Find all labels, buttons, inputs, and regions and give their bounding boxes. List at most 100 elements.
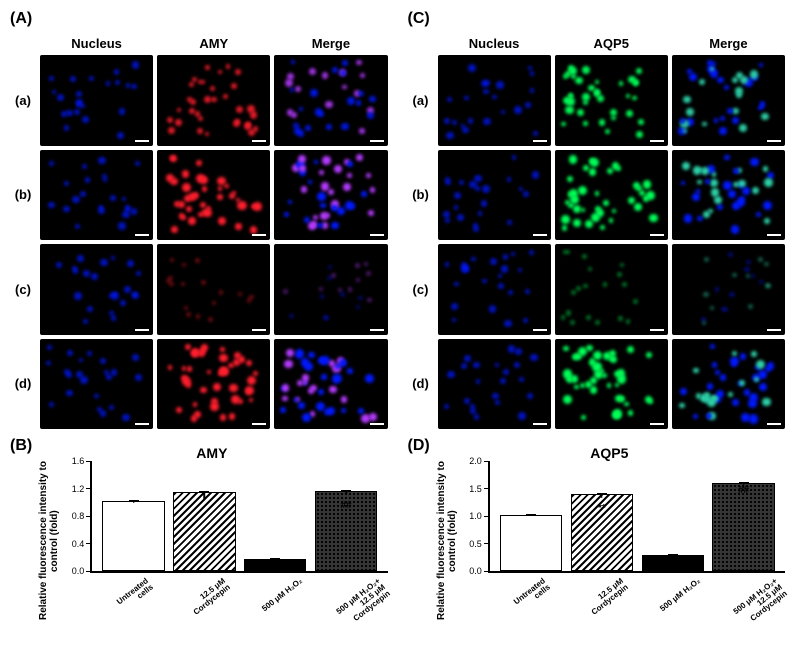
scalebar (370, 234, 384, 236)
error-bar (341, 490, 351, 491)
chart-bars: ** ## (92, 461, 387, 571)
scalebar (135, 423, 149, 425)
significance-marker: ** (598, 503, 606, 514)
error-bar (597, 493, 607, 494)
scalebar (135, 234, 149, 236)
error-bar (199, 491, 209, 492)
chart-body: Relative fluorescence intensity to contr… (36, 461, 387, 621)
microscopy-row-label: (a) (408, 93, 434, 108)
scalebar (767, 234, 781, 236)
chart-ytick: 1.2 (72, 484, 91, 494)
significance-marker: ## (341, 500, 352, 511)
microscopy-row: (d) (10, 339, 388, 430)
microscopy-image (672, 55, 785, 146)
scalebar (533, 423, 547, 425)
scalebar (252, 423, 266, 425)
chart-plot-area: 0.00.51.01.52.0****## (488, 461, 785, 573)
right-column: (C) NucleusAQP5Merge(a)(b)(c)(d) (D) AQP… (408, 10, 786, 621)
chart-bar (712, 483, 774, 571)
chart-ytick: 1.6 (72, 456, 91, 466)
chart-xlabel: 500 μM H₂O₂ (246, 577, 329, 657)
error-bar (739, 482, 749, 483)
chart-bar-group: ** (571, 493, 633, 571)
microscopy-header: Nucleus (438, 36, 551, 51)
microscopy-row: (a) (10, 55, 388, 146)
microscopy-image (438, 244, 551, 335)
microscopy-header: Merge (274, 36, 387, 51)
microscopy-row: (b) (10, 150, 388, 241)
chart-xlabel: 12.5 μMCordycepin (566, 577, 649, 657)
scalebar (767, 423, 781, 425)
chart-bars: ** ** ## (490, 461, 785, 571)
panel-A-label: (A) (10, 10, 388, 28)
scalebar (650, 140, 664, 142)
microscopy-image (157, 55, 270, 146)
microscopy-image (40, 55, 153, 146)
scalebar (370, 329, 384, 331)
chart-xlabel: 500 μM H₂O₂+12.5 μM Cordycepin (721, 577, 795, 657)
microscopy-image (672, 339, 785, 430)
microscopy-row: (c) (408, 244, 786, 335)
chart-xlabels: Untreatedcells12.5 μMCordycepin500 μM H₂… (464, 573, 785, 621)
microscopy-image (555, 244, 668, 335)
microscopy-panel-A: NucleusAMYMerge(a)(b)(c)(d) (10, 36, 388, 429)
microscopy-image (672, 150, 785, 241)
microscopy-row-label: (b) (10, 187, 36, 202)
microscopy-image (438, 150, 551, 241)
error-bar (668, 554, 678, 555)
chart-plot-area: 0.00.40.81.21.6**## (90, 461, 387, 573)
scalebar (533, 234, 547, 236)
chart-bar (173, 492, 235, 571)
scalebar (533, 140, 547, 142)
chart-bar-group (173, 491, 235, 571)
chart-bar (102, 501, 164, 571)
microscopy-image (555, 55, 668, 146)
chart-bar-group: ** (642, 554, 704, 571)
chart-xlabel: Untreatedcells (489, 577, 572, 657)
chart-ytick: 0.4 (72, 539, 91, 549)
panel-C-label: (C) (408, 10, 786, 28)
error-bar (270, 558, 280, 559)
left-column: (A) NucleusAMYMerge(a)(b)(c)(d) (B) AMYR… (10, 10, 388, 621)
scalebar (252, 140, 266, 142)
chart-ytick: 0.5 (469, 539, 488, 549)
scalebar (650, 329, 664, 331)
scalebar (767, 140, 781, 142)
chart-bar-group (102, 500, 164, 571)
scalebar (135, 140, 149, 142)
microscopy-row-label: (b) (408, 187, 434, 202)
scalebar (650, 234, 664, 236)
bar-chart-D: AQP5Relative fluorescence intensity to c… (434, 445, 785, 621)
microscopy-row-label: (d) (408, 376, 434, 391)
microscopy-image (40, 244, 153, 335)
microscopy-image (555, 150, 668, 241)
microscopy-image (157, 339, 270, 430)
scalebar (650, 423, 664, 425)
chart-ytick: 2.0 (469, 456, 488, 466)
chart-bar-group: ** (244, 558, 306, 571)
error-bar (129, 500, 139, 501)
panel-D-label: (D) (408, 437, 430, 455)
microscopy-row: (c) (10, 244, 388, 335)
microscopy-row: (b) (408, 150, 786, 241)
microscopy-header: AQP5 (555, 36, 668, 51)
microscopy-header: AMY (157, 36, 270, 51)
microscopy-image (40, 339, 153, 430)
microscopy-image (157, 150, 270, 241)
chart-ytick: 1.0 (469, 511, 488, 521)
chart-yticks: 0.00.51.01.52.0 (460, 461, 488, 571)
microscopy-row-label: (a) (10, 93, 36, 108)
chart-bar-group: ## (315, 490, 377, 571)
chart-ylabel: Relative fluorescence intensity to contr… (434, 461, 460, 621)
microscopy-image (274, 55, 387, 146)
scalebar (767, 329, 781, 331)
chart-xlabel: 500 μM H₂O₂ (643, 577, 726, 657)
microscopy-row-label: (c) (10, 282, 36, 297)
chart-body: Relative fluorescence intensity to contr… (434, 461, 785, 621)
scalebar (370, 423, 384, 425)
microscopy-header-row: NucleusAMYMerge (10, 36, 388, 51)
microscopy-row-label: (d) (10, 376, 36, 391)
chart-bar-group: ## (712, 482, 774, 571)
chart-bar-group (500, 514, 562, 571)
microscopy-header-row: NucleusAQP5Merge (408, 36, 786, 51)
